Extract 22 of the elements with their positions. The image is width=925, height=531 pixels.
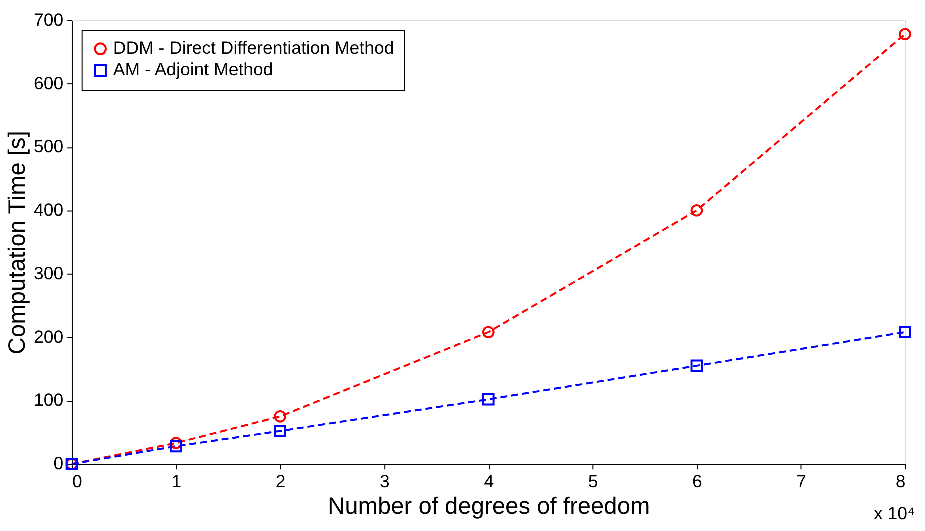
y-tick-label: 400 (34, 200, 64, 220)
y-tick-label: 0 (54, 454, 64, 474)
text: x 10⁴ (874, 503, 916, 524)
y-tick-label: 200 (34, 326, 64, 347)
y-axis-title: Computation Time [s] (5, 131, 32, 355)
y-tick-label: 600 (34, 73, 64, 94)
x-tick-label: 1 (172, 471, 182, 492)
x-tick-label: 3 (380, 471, 390, 492)
x-tick-label: 6 (692, 471, 703, 492)
x-tick-label: 7 (796, 471, 807, 492)
x-tick-label: 4 (484, 471, 494, 492)
x-tick-label: 0 (72, 471, 82, 492)
y-tick-label: 700 (34, 10, 64, 30)
y-tick-label: 100 (34, 390, 64, 410)
x-tick-label: 5 (588, 471, 598, 492)
legend-label: DDM - Direct Differentiation Method (113, 38, 394, 58)
legend-label: AM - Adjoint Method (113, 60, 274, 80)
y-tick-label: 300 (34, 263, 64, 284)
x-axis-title: Number of degrees of freedom (328, 494, 650, 520)
y-tick-label: 500 (34, 136, 64, 157)
x-tick-label: 8 (896, 471, 906, 492)
x-tick-label: 2 (276, 471, 286, 492)
